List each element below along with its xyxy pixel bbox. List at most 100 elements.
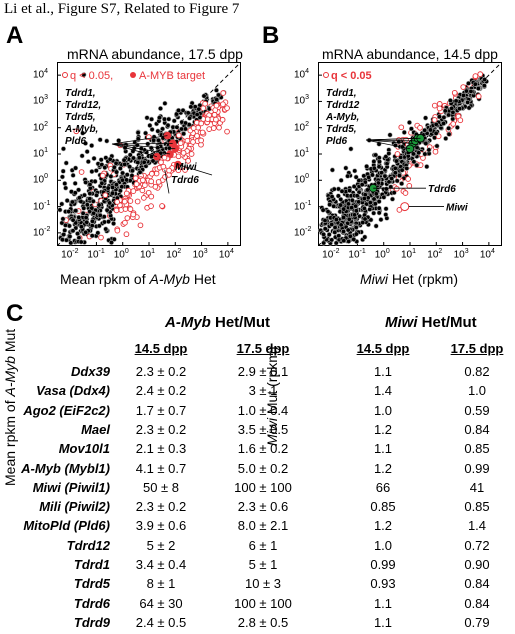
q-significant-point bbox=[211, 111, 218, 118]
gene-point bbox=[93, 168, 99, 174]
panel-b-x-tick-label: 10-2 bbox=[322, 248, 340, 261]
gene-point bbox=[62, 227, 68, 233]
panel-a-x-tick-label: 101 bbox=[140, 248, 156, 261]
q-significant-point bbox=[202, 100, 208, 107]
gene-point bbox=[181, 131, 187, 137]
gene-point bbox=[63, 222, 69, 228]
ratio-cell: 2.4 ± 0.5 bbox=[135, 614, 187, 630]
gene-point bbox=[442, 108, 448, 114]
gene-point bbox=[127, 164, 133, 170]
gene-point bbox=[333, 217, 339, 223]
gene-point bbox=[383, 206, 389, 212]
annotation-line bbox=[111, 135, 168, 145]
q-significant-point bbox=[122, 219, 128, 226]
q-significant-point bbox=[185, 158, 191, 164]
gene-point bbox=[416, 150, 422, 156]
gene-name: Tdrd12 bbox=[66, 537, 110, 553]
gene-point bbox=[60, 168, 66, 174]
gene-point bbox=[331, 203, 337, 209]
gene-point bbox=[424, 164, 430, 170]
annotation-line-miwi bbox=[177, 164, 213, 176]
q-significant-point bbox=[220, 90, 227, 96]
ratio-cell: 2.3 ± 0.2 bbox=[135, 421, 187, 437]
q-significant-point bbox=[182, 167, 188, 173]
ratio-cell: 1.0 ± 0.4 bbox=[237, 402, 289, 418]
ratio-cell: 64 ± 30 bbox=[139, 595, 183, 611]
gene-point bbox=[59, 201, 65, 207]
gene-point bbox=[116, 138, 122, 144]
q-significant-point bbox=[127, 206, 134, 213]
gene-point bbox=[347, 188, 353, 194]
amyb-target-point bbox=[163, 131, 172, 140]
gene-point bbox=[329, 237, 335, 243]
amyb-target-point bbox=[174, 160, 182, 169]
gene-point bbox=[214, 97, 220, 103]
gene-point bbox=[371, 158, 377, 164]
gene-point bbox=[130, 155, 136, 161]
gene-point bbox=[72, 180, 78, 186]
legend-filled-circle bbox=[130, 72, 136, 78]
gene-point bbox=[353, 224, 359, 230]
gene-point bbox=[91, 210, 97, 216]
gene-point bbox=[76, 187, 82, 193]
gene-point bbox=[158, 106, 164, 112]
gene-point bbox=[376, 210, 382, 216]
q-significant-point bbox=[216, 124, 222, 131]
gene-point bbox=[180, 107, 186, 113]
gene-point bbox=[352, 212, 358, 218]
gene-point bbox=[165, 122, 171, 128]
panel-b-x-tick-label: 101 bbox=[401, 248, 417, 261]
ratio-cell: 0.90 bbox=[464, 557, 490, 572]
gene-point bbox=[67, 233, 73, 239]
gene-point bbox=[104, 207, 110, 213]
gene-point bbox=[422, 127, 428, 133]
gene-point bbox=[98, 157, 104, 163]
gene-point bbox=[386, 150, 392, 156]
gene-point bbox=[80, 130, 86, 136]
gene-point bbox=[453, 98, 459, 104]
gene-point bbox=[433, 121, 439, 127]
q-significant-point bbox=[436, 105, 443, 112]
gene-point bbox=[155, 128, 161, 134]
gene-point bbox=[447, 97, 453, 103]
q-significant-point bbox=[155, 179, 162, 185]
q-significant-point bbox=[224, 128, 230, 135]
gene-point bbox=[75, 231, 81, 237]
ratio-cell: 0.85 bbox=[370, 499, 396, 515]
gene-point bbox=[376, 155, 382, 161]
gene-name: Vasa (Ddx4) bbox=[36, 383, 110, 399]
gene-point bbox=[213, 87, 219, 93]
gene-point bbox=[162, 116, 168, 122]
gene-point bbox=[441, 114, 447, 120]
gene-name: Tdrd5 bbox=[73, 576, 110, 592]
ratio-cell: 2.8 ± 0.5 bbox=[237, 614, 289, 630]
q-significant-point bbox=[213, 102, 220, 109]
gene-point bbox=[408, 126, 414, 132]
gene-point bbox=[322, 226, 328, 232]
q-significant-point bbox=[398, 124, 405, 131]
gene-annotation-label: A-Myb, bbox=[64, 124, 98, 135]
gene-point bbox=[102, 165, 108, 171]
gene-name: Mael bbox=[81, 421, 110, 437]
gene-point bbox=[187, 115, 193, 121]
gene-point bbox=[371, 165, 377, 171]
panel-b-x-tick-label: 104 bbox=[479, 248, 495, 261]
legend-open-circle bbox=[323, 72, 329, 78]
gene-point bbox=[60, 146, 66, 152]
panel-b-y-tick-label: 101 bbox=[294, 147, 310, 160]
gene-point bbox=[472, 81, 478, 87]
gene-point bbox=[149, 116, 155, 122]
q-significant-point bbox=[161, 154, 168, 161]
q-significant-point bbox=[460, 84, 467, 90]
group-miwi-header: Miwi Het/Mut bbox=[385, 314, 477, 331]
column-header: 14.5 dpp bbox=[356, 341, 410, 356]
ratio-cell: 50 ± 8 bbox=[142, 479, 180, 495]
gene-point bbox=[392, 170, 398, 176]
q-significant-point bbox=[141, 195, 147, 201]
panel-a-x-tick-label: 10-1 bbox=[87, 248, 105, 261]
panel-c-letter: C bbox=[6, 300, 24, 327]
gene-point bbox=[162, 100, 168, 106]
gene-point bbox=[59, 174, 65, 180]
ratio-cell: 2.9 ± 0.1 bbox=[237, 364, 289, 379]
ratio-cell: 0.82 bbox=[464, 364, 490, 379]
